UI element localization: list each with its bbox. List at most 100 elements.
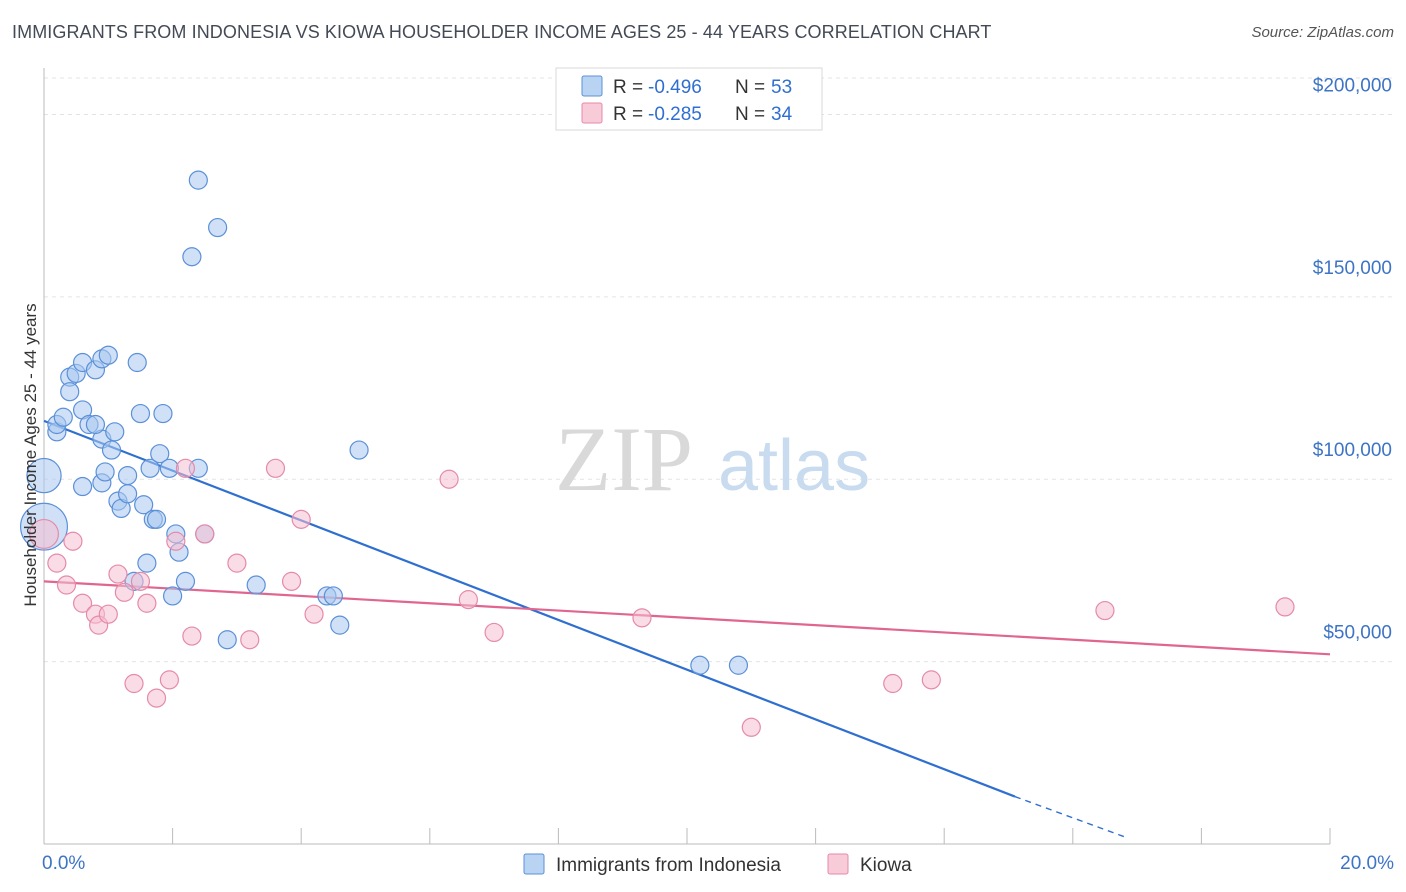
kiowa-point-11 [137, 593, 157, 613]
kiowa-trend-line [43, 580, 1331, 656]
legend-n-label-1: N = [735, 77, 765, 98]
kiowa-point-1 [47, 553, 67, 573]
indonesia-point-30 [140, 458, 160, 478]
axes [43, 68, 1331, 845]
y-tick-label-1: $100,000 [1313, 440, 1392, 461]
indonesia-point-18 [95, 462, 115, 482]
kiowa-point-8 [108, 564, 128, 584]
kiowa-point-29 [741, 717, 761, 737]
y-tick-label-0: $50,000 [1323, 623, 1392, 644]
indonesia-point-23 [117, 465, 138, 486]
legend-swatch-blue [581, 75, 603, 97]
x-tick-label-0: 0.0% [42, 853, 85, 874]
indonesia-point-19 [101, 440, 122, 460]
kiowa-point-28 [632, 608, 652, 628]
indonesia-point-46 [246, 575, 266, 595]
watermark: ZIP atlas [555, 408, 870, 510]
kiowa-point-22 [281, 571, 302, 591]
indonesia-point-51 [690, 655, 710, 675]
legend-swatch-pink [581, 102, 603, 124]
bottom-legend-swatch-pink [827, 853, 849, 875]
indonesia-point-50 [349, 440, 369, 460]
indonesia-point-34 [153, 403, 173, 424]
indonesia-point-33 [150, 444, 170, 464]
kiowa-point-31 [921, 670, 941, 690]
bottom-legend: Immigrants from Indonesia Kiowa [523, 853, 912, 876]
legend-r-label-1: R = [613, 77, 643, 98]
kiowa-point-16 [175, 458, 196, 478]
y-tick-labels: $50,000 $100,000 $150,000 $200,000 [1313, 75, 1392, 643]
y-tick-label-3: $200,000 [1313, 75, 1392, 96]
kiowa-point-25 [439, 469, 459, 489]
legend-r-value-2: -0.285 [648, 104, 702, 125]
legend-n-value-2: 34 [771, 104, 793, 125]
indonesia-point-28 [134, 495, 154, 515]
kiowa-point-23 [291, 509, 311, 529]
kiowa-point-3 [63, 531, 83, 551]
chart-source: Source: ZipAtlas.com [1251, 24, 1394, 41]
indonesia-point-1 [26, 457, 62, 494]
kiowa-point-7 [98, 604, 118, 624]
chart-title: IMMIGRANTS FROM INDONESIA VS KIOWA HOUSE… [12, 22, 992, 42]
indonesia-point-26 [127, 352, 147, 373]
data-points [20, 170, 1295, 737]
indonesia-point-52 [728, 655, 749, 675]
kiowa-point-21 [265, 458, 286, 478]
y-axis-title: Householder Income Ages 25 - 44 years [21, 303, 40, 606]
grid-lines [44, 77, 1395, 663]
indonesia-point-39 [175, 571, 196, 591]
indonesia-point-29 [137, 553, 157, 573]
kiowa-point-4 [72, 593, 93, 613]
legend-n-value-1: 53 [771, 77, 792, 98]
kiowa-point-30 [883, 673, 903, 694]
indonesia-point-24 [117, 484, 138, 504]
kiowa-point-26 [458, 590, 478, 610]
kiowa-point-17 [182, 626, 202, 646]
legend: R = -0.496 N = 53 R = -0.285 N = 34 [555, 67, 823, 131]
kiowa-point-19 [227, 553, 247, 573]
kiowa-point-13 [146, 688, 167, 708]
indonesia-trend-extension [1014, 795, 1125, 838]
kiowa-point-20 [240, 630, 260, 650]
bottom-legend-label-2: Kiowa [860, 855, 912, 876]
kiowa-point-18 [195, 524, 215, 544]
x-tick-label-1: 20.0% [1340, 853, 1394, 874]
kiowa-point-12 [124, 673, 144, 694]
kiowa-point-15 [166, 531, 186, 551]
watermark-atlas: atlas [718, 426, 870, 506]
kiowa-point-10 [130, 571, 151, 591]
indonesia-point-16 [98, 345, 118, 365]
legend-r-label-2: R = [613, 104, 643, 125]
kiowa-point-24 [304, 604, 324, 624]
indonesia-point-4 [53, 407, 73, 427]
kiowa-point-14 [159, 670, 179, 690]
indonesia-point-14 [85, 414, 106, 435]
y-tick-label-2: $150,000 [1313, 258, 1392, 279]
bottom-legend-swatch-blue [523, 853, 545, 875]
indonesia-point-20 [105, 422, 125, 442]
kiowa-point-27 [484, 622, 504, 643]
indonesia-point-27 [130, 403, 151, 424]
indonesia-point-48 [323, 586, 343, 606]
kiowa-point-33 [1275, 597, 1295, 617]
watermark-zip: ZIP [555, 408, 693, 510]
kiowa-point-32 [1095, 600, 1115, 621]
kiowa-point-9 [114, 582, 134, 602]
legend-n-label-2: N = [735, 104, 765, 125]
indonesia-point-36 [163, 586, 183, 606]
legend-r-value-1: -0.496 [648, 77, 702, 98]
bottom-legend-label-1: Immigrants from Indonesia [556, 855, 781, 876]
indonesia-point-42 [188, 170, 208, 190]
indonesia-point-12 [72, 476, 93, 497]
indonesia-point-45 [217, 630, 237, 650]
indonesia-point-49 [330, 615, 350, 635]
kiowa-point-2 [56, 575, 77, 595]
indonesia-point-32 [146, 509, 167, 529]
indonesia-point-6 [60, 382, 80, 402]
indonesia-point-35 [159, 458, 179, 478]
x-tick-labels: 0.0% 20.0% [42, 853, 1394, 874]
indonesia-point-43 [208, 217, 228, 238]
indonesia-point-44 [182, 247, 202, 267]
kiowa-point-0 [29, 518, 59, 549]
